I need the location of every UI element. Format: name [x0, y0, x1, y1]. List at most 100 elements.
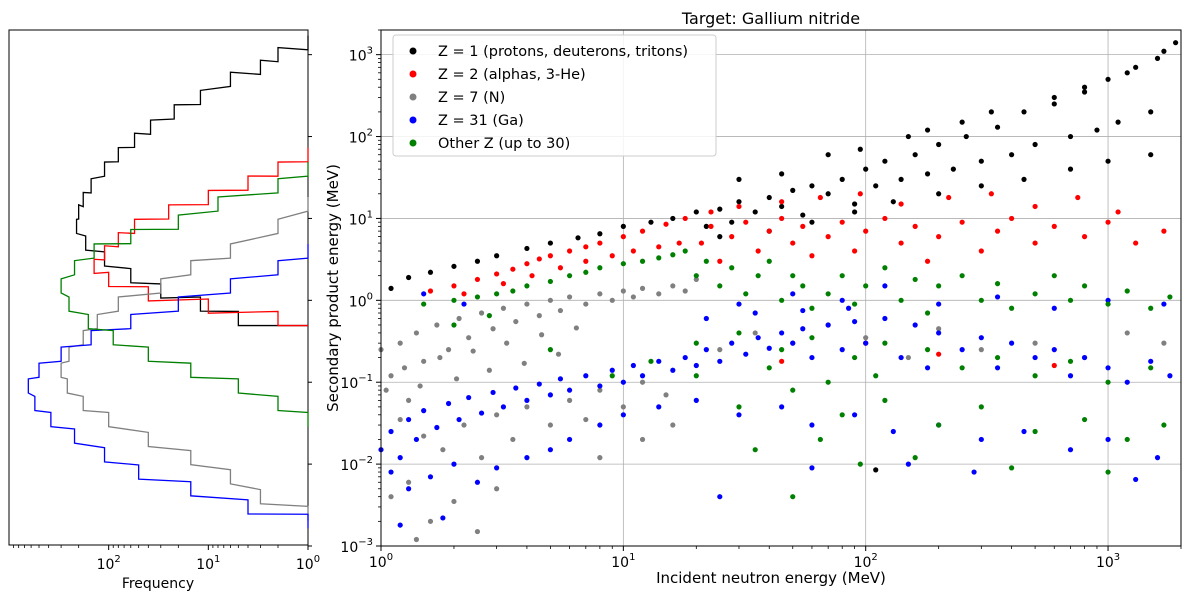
- data-point: [839, 412, 845, 418]
- data-point: [388, 428, 394, 435]
- data-point: [639, 379, 646, 385]
- data-point: [898, 176, 904, 182]
- data-point: [1148, 152, 1154, 158]
- data-point: [547, 278, 553, 285]
- data-point: [845, 305, 852, 311]
- data-point: [474, 479, 481, 485]
- data-point: [524, 455, 530, 461]
- data-point: [882, 158, 888, 164]
- data-point: [717, 347, 723, 353]
- data-point: [1105, 158, 1111, 164]
- data-point: [959, 347, 965, 353]
- data-point: [388, 494, 394, 500]
- y-tick-label: 102: [349, 128, 373, 147]
- data-point: [547, 422, 553, 428]
- data-point: [663, 221, 669, 227]
- data-point: [729, 340, 735, 346]
- data-point: [1161, 48, 1167, 54]
- histogram-x-tick-label: 102: [97, 554, 121, 573]
- data-point: [1067, 373, 1074, 379]
- data-point: [825, 322, 831, 328]
- data-point: [639, 258, 646, 264]
- data-point: [936, 330, 942, 336]
- data-point: [912, 455, 918, 461]
- data-point: [882, 265, 888, 271]
- data-point: [597, 265, 603, 271]
- legend-marker: [409, 93, 417, 101]
- data-point: [800, 326, 806, 332]
- data-point: [1067, 166, 1074, 172]
- data-point: [656, 244, 662, 250]
- data-point: [1051, 362, 1057, 369]
- data-point: [620, 288, 626, 294]
- histogram-axes-frame: [8, 29, 309, 546]
- data-point: [486, 367, 492, 373]
- data-point: [717, 234, 723, 240]
- data-point: [494, 486, 500, 492]
- data-point: [461, 422, 467, 428]
- data-point: [994, 124, 1001, 130]
- data-point: [557, 376, 564, 382]
- data-point: [790, 291, 796, 297]
- data-point: [456, 315, 462, 322]
- data-point: [494, 253, 500, 259]
- data-point: [693, 276, 699, 283]
- data-point: [863, 228, 869, 234]
- data-point: [620, 261, 626, 267]
- data-point: [1167, 294, 1173, 300]
- x-tick-label: 100: [369, 552, 393, 571]
- data-point: [670, 252, 676, 258]
- data-point: [466, 394, 472, 401]
- data-point: [583, 244, 589, 250]
- data-point: [924, 258, 931, 264]
- data-point: [752, 447, 758, 453]
- data-point: [743, 219, 749, 225]
- data-point: [630, 362, 636, 369]
- data-point: [583, 416, 589, 423]
- data-point: [682, 248, 688, 254]
- histogram-plot-area: [27, 35, 309, 529]
- data-point: [1021, 109, 1027, 115]
- legend-label: Z = 1 (protons, deuterons, tritons): [438, 44, 688, 60]
- chart-title: Target: Gallium nitride: [681, 9, 860, 28]
- data-point: [809, 183, 815, 189]
- data-point: [736, 203, 742, 210]
- data-point: [779, 199, 785, 205]
- data-point: [1051, 305, 1057, 311]
- data-point: [1105, 297, 1111, 303]
- data-point: [766, 345, 772, 351]
- data-point: [1032, 373, 1038, 379]
- data-point: [1032, 354, 1038, 361]
- histogram-x-ticks: 102 101 100: [13, 54, 320, 573]
- data-point: [453, 376, 460, 382]
- data-point: [978, 297, 984, 303]
- data-point: [500, 305, 507, 311]
- data-point: [1105, 365, 1111, 371]
- data-point: [825, 291, 831, 297]
- x-tick-label: 103: [1096, 552, 1120, 571]
- data-point: [406, 486, 412, 492]
- data-point: [609, 297, 615, 303]
- data-point: [461, 301, 467, 307]
- data-point: [1105, 436, 1111, 443]
- data-point: [994, 281, 1001, 287]
- data-point: [1009, 465, 1015, 471]
- data-point: [513, 385, 519, 391]
- data-point: [1105, 301, 1111, 307]
- data-point: [583, 258, 589, 264]
- data-point: [494, 271, 500, 277]
- data-point: [703, 347, 709, 353]
- data-point: [898, 354, 904, 361]
- data-point: [524, 404, 530, 410]
- data-point: [1148, 305, 1154, 311]
- data-point: [978, 347, 984, 353]
- data-point: [863, 335, 869, 341]
- data-point: [620, 379, 626, 385]
- data-point: [597, 240, 603, 246]
- data-point: [547, 240, 553, 246]
- data-point: [1009, 340, 1015, 346]
- data-point: [656, 255, 662, 261]
- scatter-x-label: Incident neutron energy (MeV): [656, 569, 886, 587]
- y-tick-label: 10−2: [340, 455, 373, 474]
- data-point: [566, 273, 573, 279]
